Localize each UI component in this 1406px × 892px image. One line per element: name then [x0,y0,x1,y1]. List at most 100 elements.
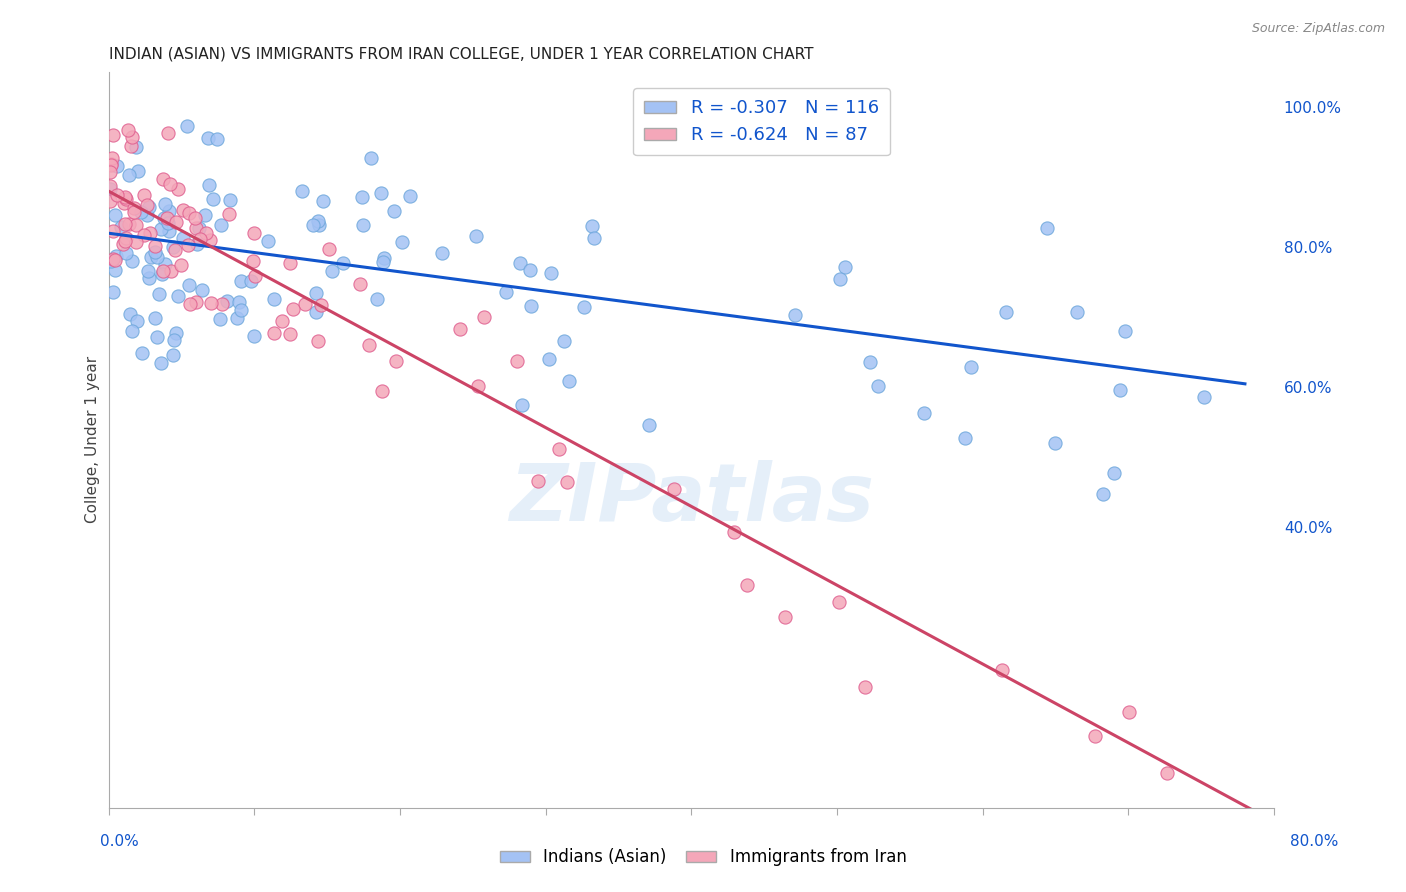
Point [291,184,314,198]
Point [146,329,169,343]
Point [191,284,214,298]
Point [135,208,157,222]
Point [391,235,413,249]
Point [118,218,141,232]
Point [163,243,186,257]
Point [155,256,177,270]
Point [449,322,471,336]
Point [581,219,603,233]
Point [432,245,454,260]
Point [370,384,392,398]
Point [332,256,354,270]
Point [995,305,1018,319]
Point [538,352,561,367]
Point [125,314,148,328]
Point [662,482,685,496]
Point [138,264,160,278]
Point [117,123,139,137]
Point [527,474,550,488]
Point [105,187,128,202]
Point [160,264,183,278]
Point [121,130,143,145]
Point [110,219,132,234]
Point [153,197,176,211]
Point [170,258,193,272]
Point [506,354,529,368]
Point [583,231,606,245]
Point [104,252,127,267]
Point [637,418,659,433]
Point [307,214,329,228]
Point [510,398,533,412]
Point [118,168,141,182]
Point [143,310,166,325]
Point [243,329,266,343]
Point [98,178,121,193]
Point [98,164,121,178]
Point [231,303,253,318]
Point [548,442,571,457]
Text: 0.0%: 0.0% [100,834,139,848]
Point [124,205,146,219]
Point [134,228,156,243]
Point [205,132,228,146]
Point [143,239,166,253]
Point [735,578,758,592]
Point [145,250,167,264]
Point [101,224,124,238]
Point [157,126,180,140]
Point [294,297,316,311]
Point [349,277,371,291]
Point [385,354,408,368]
Point [194,208,217,222]
Point [188,221,211,235]
Point [121,253,143,268]
Point [1091,487,1114,501]
Point [98,194,121,208]
Point [1102,466,1125,480]
Point [121,324,143,338]
Point [1156,765,1178,780]
Point [114,196,136,211]
Point [157,224,180,238]
Point [773,610,796,624]
Point [127,163,149,178]
Point [360,151,382,165]
Point [723,524,745,539]
Point [132,187,155,202]
Point [177,237,200,252]
Point [467,379,489,393]
Point [100,156,122,170]
Point [104,249,127,263]
Point [211,297,233,311]
Point [540,266,562,280]
Point [152,172,174,186]
Point [172,202,194,217]
Point [150,267,173,281]
Point [263,326,285,341]
Point [1194,390,1216,404]
Point [209,218,232,232]
Point [167,182,190,196]
Point [200,296,222,310]
Point [152,264,174,278]
Point [301,218,323,232]
Point [242,253,264,268]
Point [278,326,301,341]
Point [162,333,184,347]
Point [371,255,394,269]
Point [352,190,374,204]
Point [101,151,124,165]
Point [357,338,380,352]
Point [229,273,252,287]
Point [162,348,184,362]
Point [118,307,141,321]
Point [98,182,121,196]
Point [305,286,328,301]
Point [195,226,218,240]
Point [172,230,194,244]
Point [105,159,128,173]
Point [370,186,392,201]
Point [312,194,335,208]
Point [959,360,981,375]
